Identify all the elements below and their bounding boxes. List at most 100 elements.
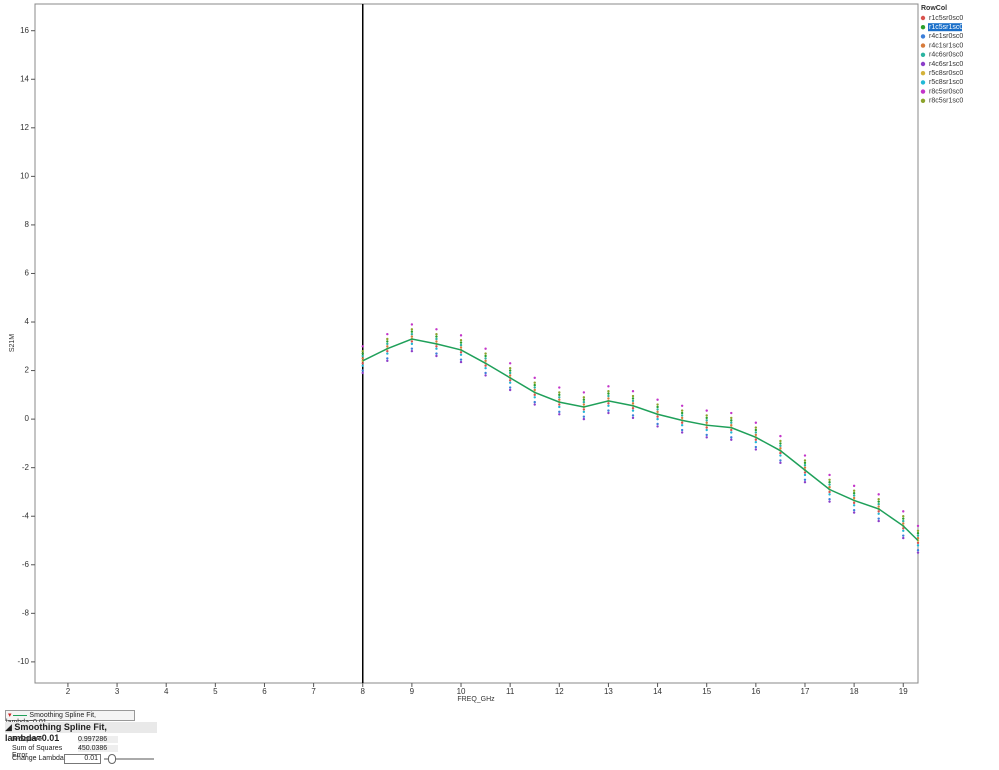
point (533, 383, 536, 387)
y-tick-label: 10 (20, 171, 29, 180)
legend-label: r8c5sr1sc0 (929, 98, 963, 105)
legend-marker (920, 71, 926, 76)
point (558, 413, 561, 416)
point (558, 398, 561, 401)
y-tick-label: 16 (20, 26, 29, 35)
point (508, 366, 512, 370)
point (410, 330, 414, 333)
point (361, 364, 364, 367)
legend-marker (920, 15, 926, 21)
point (484, 347, 487, 350)
lambda-input[interactable]: 0.01 (64, 754, 101, 764)
point (533, 386, 536, 389)
point (803, 471, 807, 474)
point (459, 353, 463, 356)
point (558, 386, 561, 389)
report-title[interactable]: ◢ Smoothing Spline Fit, lambda=0.01 (5, 722, 157, 743)
legend-marker (920, 34, 926, 39)
legend-marker (920, 98, 926, 104)
point (656, 403, 659, 406)
point (508, 374, 512, 377)
x-tick-label: 19 (899, 687, 908, 696)
point (361, 352, 364, 355)
point (631, 406, 635, 410)
point (582, 415, 586, 418)
point (803, 461, 807, 465)
point (828, 500, 831, 503)
point (386, 359, 389, 363)
point (410, 323, 414, 326)
point (582, 396, 586, 399)
point (852, 489, 856, 492)
point (902, 517, 905, 520)
x-tick-label: 7 (311, 687, 316, 696)
point (754, 448, 758, 451)
legend-marker (920, 25, 926, 30)
point (852, 494, 856, 497)
point (779, 444, 782, 448)
point (779, 442, 782, 445)
menu-triangle[interactable]: ▾ (8, 712, 12, 719)
lambda-slider[interactable] (104, 758, 154, 760)
x-tick-label: 6 (262, 687, 267, 696)
point (435, 340, 438, 343)
x-tick-label: 13 (604, 687, 613, 696)
point (754, 431, 758, 434)
legend-label: r4c1sr1sc0 (929, 42, 963, 49)
point (916, 534, 920, 537)
point (607, 392, 610, 395)
point (607, 397, 610, 400)
legend-marker (920, 43, 926, 48)
x-axis-label: FREQ_GHz (457, 696, 495, 703)
point (582, 400, 586, 404)
lambda-label: Change Lambda: (12, 755, 66, 762)
point (730, 428, 733, 432)
point (803, 466, 807, 469)
row-value: 0.997286 (78, 736, 118, 743)
point (484, 364, 487, 367)
point (852, 496, 856, 500)
x-tick-label: 9 (410, 687, 415, 696)
point (508, 388, 512, 392)
legend-label: r1c5sr1sc0 (929, 24, 963, 31)
point (754, 440, 758, 444)
x-tick-label: 16 (751, 687, 760, 696)
point (631, 399, 635, 403)
fit-legend[interactable]: ▾ Smoothing Spline Fit, lambda=0.01 (5, 710, 135, 726)
point (361, 345, 364, 348)
point (730, 423, 733, 427)
point (533, 396, 536, 399)
point (558, 393, 561, 397)
point (803, 454, 807, 457)
point (754, 421, 758, 424)
point (828, 498, 831, 501)
point (902, 519, 905, 523)
point (533, 388, 536, 392)
point (410, 342, 414, 346)
legend-label: r8c5sr0sc0 (929, 88, 963, 95)
point (410, 328, 414, 331)
point (631, 409, 635, 412)
point (508, 379, 512, 382)
point (680, 431, 684, 434)
point (852, 504, 856, 507)
point (680, 409, 684, 412)
legend-title: RowCol (921, 5, 947, 12)
point (484, 371, 487, 375)
point (484, 352, 487, 355)
point (459, 358, 463, 361)
point (754, 426, 758, 429)
point (680, 411, 684, 415)
point (558, 403, 561, 406)
report-title-text: Smoothing Spline Fit, lambda=0.01 (5, 722, 107, 743)
point (459, 343, 463, 347)
slider-thumb[interactable] (108, 754, 116, 764)
point (916, 551, 920, 554)
point (730, 436, 733, 439)
fit-swatch (13, 714, 28, 716)
point (902, 536, 905, 540)
plot-frame (34, 3, 919, 684)
point (582, 417, 586, 421)
point (508, 371, 512, 375)
point (916, 549, 920, 552)
